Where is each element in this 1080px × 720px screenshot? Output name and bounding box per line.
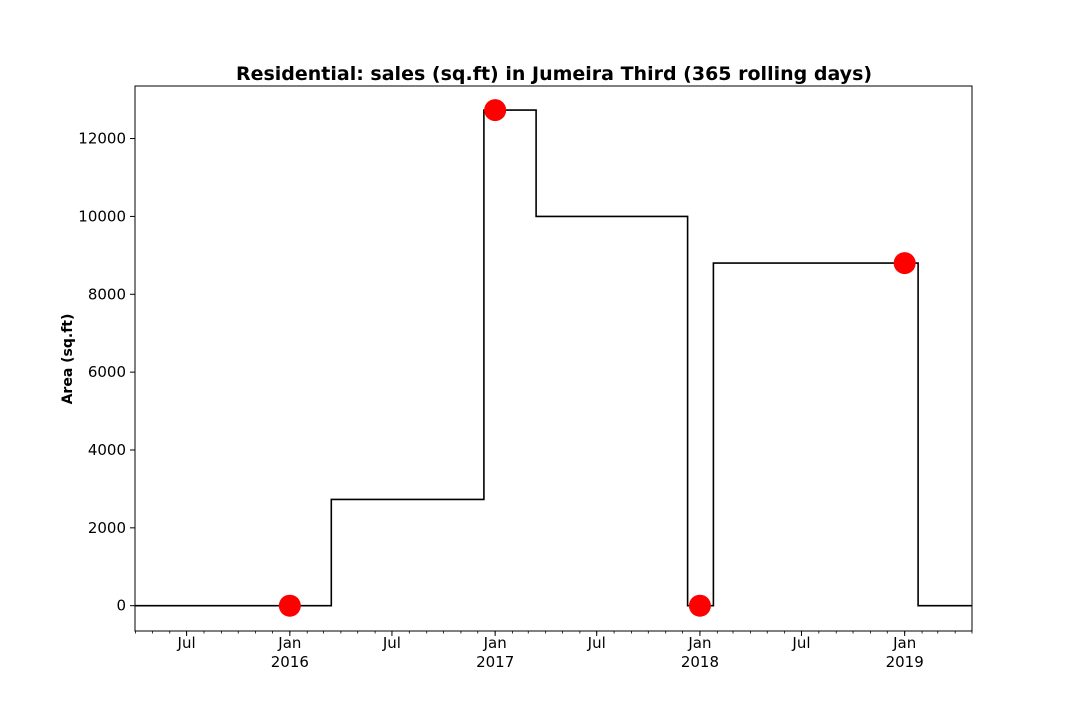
series-line: [135, 109, 972, 607]
y-axis-label: Area (sq.ft): [60, 314, 76, 405]
plot-area: [135, 99, 972, 617]
x-tick-label: Jul: [382, 634, 401, 652]
x-tick-label: Jul: [587, 634, 606, 652]
y-tick-label: 4000: [88, 441, 126, 459]
y-tick-label: 6000: [88, 363, 126, 381]
data-point: [278, 594, 301, 617]
y-tick-label: 2000: [88, 519, 126, 537]
x-tick-label: Jan: [277, 634, 301, 652]
x-tick-year-label: 2018: [681, 653, 719, 671]
x-tick-year-label: 2019: [886, 653, 924, 671]
x-tick-label: Jan: [483, 634, 507, 652]
x-tick-label: Jan: [892, 634, 916, 652]
y-tick-label: 8000: [88, 285, 126, 303]
x-tick-label: Jan: [687, 634, 711, 652]
chart-title: Residential: sales (sq.ft) in Jumeira Th…: [236, 63, 872, 85]
y-tick-label: 12000: [78, 130, 126, 148]
data-point: [893, 252, 916, 275]
x-tick-year-label: 2017: [476, 653, 514, 671]
x-tick-label: Jul: [177, 634, 196, 652]
x-tick-label: Jul: [791, 634, 810, 652]
plot-frame: [134, 85, 973, 632]
data-point: [688, 594, 711, 617]
y-tick-label: 10000: [78, 207, 126, 225]
y-tick-label: 0: [116, 597, 126, 615]
data-point: [484, 99, 507, 122]
x-tick-year-label: 2016: [271, 653, 309, 671]
